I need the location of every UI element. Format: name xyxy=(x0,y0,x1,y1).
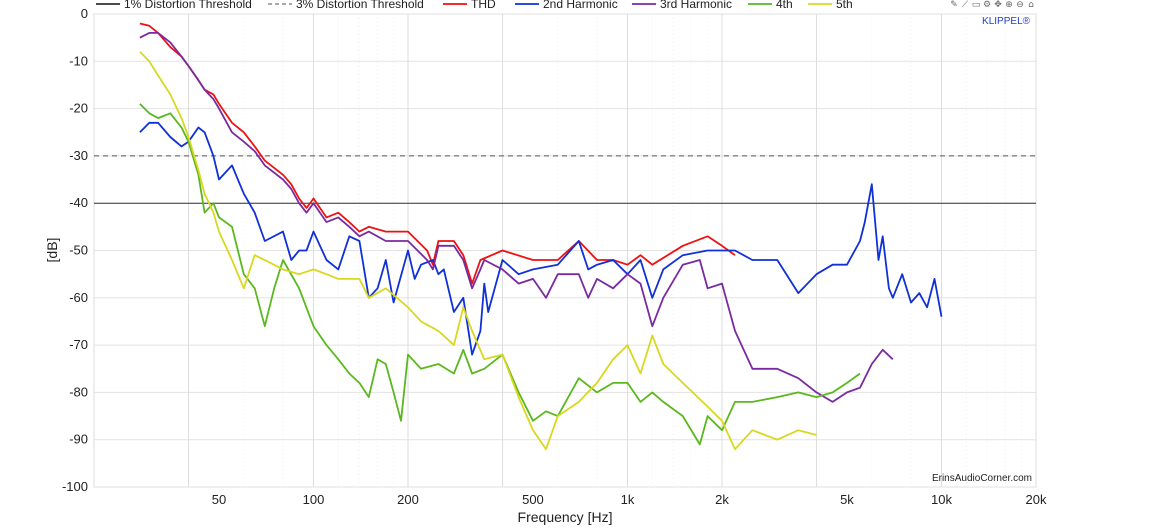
series-line xyxy=(139,32,894,403)
legend-label: 4th xyxy=(776,0,793,11)
legend-label: 1% Distortion Threshold xyxy=(124,0,252,11)
series-lines xyxy=(139,22,943,451)
y-tick-label: -20 xyxy=(69,101,88,116)
series-line xyxy=(139,22,736,285)
grid-lines xyxy=(93,13,1037,488)
x-tick-label: 500 xyxy=(522,492,544,507)
settings-icon[interactable]: ⚙ xyxy=(982,0,992,10)
home-icon[interactable]: ⌂ xyxy=(1028,0,1034,10)
y-tick-label: -100 xyxy=(62,479,88,494)
x-tick-label: 200 xyxy=(397,492,419,507)
y-tick-label: -80 xyxy=(69,384,88,399)
credit-label: ErinsAudioCorner.com xyxy=(932,473,1032,484)
zoom-out-icon[interactable]: ⊖ xyxy=(1016,0,1024,10)
legend-label: 3rd Harmonic xyxy=(660,0,732,11)
x-tick-label: 10k xyxy=(931,492,952,507)
chart-toolbar: ✎ ⟋ ▭ ⚙ ✥ ⊕ ⊖ ⌂ xyxy=(949,0,1036,10)
pan-icon[interactable]: ✥ xyxy=(994,0,1002,10)
edit-icon[interactable]: ✎ xyxy=(950,0,958,10)
y-tick-label: -70 xyxy=(69,337,88,352)
legend-label: 2nd Harmonic xyxy=(543,0,618,11)
y-tick-label: -60 xyxy=(69,290,88,305)
legend-label: 5th xyxy=(836,0,853,11)
y-tick-label: 0 xyxy=(81,6,88,21)
y-tick-label: -40 xyxy=(69,195,88,210)
x-axis-label: Frequency [Hz] xyxy=(518,509,613,525)
legend-label: THD xyxy=(471,0,496,11)
x-tick-label: 5k xyxy=(840,492,854,507)
x-tick-labels: 50 100 200 500 1k 2k 5k 10k 20k xyxy=(212,492,1047,507)
export-icon[interactable]: ▭ xyxy=(971,0,981,10)
legend-label: 3% Distortion Threshold xyxy=(296,0,424,11)
x-tick-label: 1k xyxy=(621,492,635,507)
y-tick-label: -30 xyxy=(69,148,88,163)
x-tick-label: 2k xyxy=(715,492,729,507)
brand-label: KLIPPEL® xyxy=(982,16,1031,27)
y-tick-label: -10 xyxy=(69,53,88,68)
zoom-in-icon[interactable]: ⊕ xyxy=(1005,0,1013,10)
series-line xyxy=(139,51,817,451)
series-line xyxy=(139,103,861,446)
series-line xyxy=(139,121,943,356)
y-tick-label: -90 xyxy=(69,432,88,447)
y-tick-labels: 0 -10 -20 -30 -40 -50 -60 -70 -80 -90 -100 xyxy=(62,6,88,494)
x-tick-label: 100 xyxy=(303,492,325,507)
threshold-lines xyxy=(94,155,1036,204)
y-tick-label: -50 xyxy=(69,243,88,258)
y-axis-label: [dB] xyxy=(44,238,60,263)
x-tick-label: 20k xyxy=(1026,492,1047,507)
x-tick-label: 50 xyxy=(212,492,226,507)
brush-icon[interactable]: ⟋ xyxy=(961,0,969,10)
legend: 1% Distortion Threshold 3% Distortion Thr… xyxy=(96,0,853,11)
